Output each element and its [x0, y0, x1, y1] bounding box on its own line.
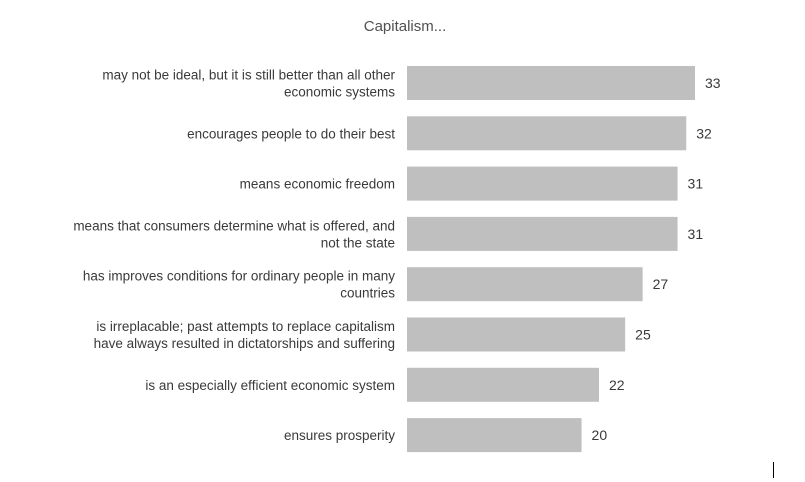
- category-label-8: ensures prosperity: [284, 428, 395, 443]
- chart-title: Capitalism...: [363, 18, 447, 35]
- category-label-5-line-2: countries: [340, 286, 395, 301]
- bar-1: [407, 66, 695, 100]
- category-label-1-line-2: economic systems: [284, 85, 395, 100]
- value-label-4: 31: [688, 226, 704, 242]
- category-label-1-line-1: may not be ideal, but it is still better…: [102, 68, 395, 83]
- category-label-6-line-1: is irreplacable; past attempts to replac…: [96, 319, 395, 334]
- value-label-2: 32: [696, 125, 712, 141]
- bar-8: [407, 418, 582, 453]
- bar-3: [407, 166, 678, 201]
- category-label-5-line-1: has improves conditions for ordinary peo…: [83, 269, 395, 284]
- bar-2: [407, 116, 687, 151]
- value-label-5: 27: [653, 276, 669, 292]
- text-cursor-mark: [773, 462, 774, 478]
- bar-6: [407, 317, 626, 352]
- category-label-2: encourages people to do their best: [187, 126, 395, 141]
- bar-7: [407, 367, 599, 402]
- bar-4: [407, 216, 678, 251]
- category-label-6-line-2: have always resulted in dictatorships an…: [94, 336, 395, 351]
- category-label-4-line-2: not the state: [321, 235, 395, 250]
- value-label-1: 33: [705, 75, 721, 91]
- bar-5: [407, 267, 643, 302]
- value-label-8: 20: [592, 427, 608, 443]
- category-label-4-line-1: means that consumers determine what is o…: [73, 218, 395, 233]
- category-label-3: means economic freedom: [240, 177, 395, 192]
- value-label-3: 31: [688, 176, 704, 192]
- value-label-6: 25: [635, 327, 651, 343]
- category-label-7: is an especially efficient economic syst…: [145, 378, 395, 393]
- value-label-7: 22: [609, 377, 625, 393]
